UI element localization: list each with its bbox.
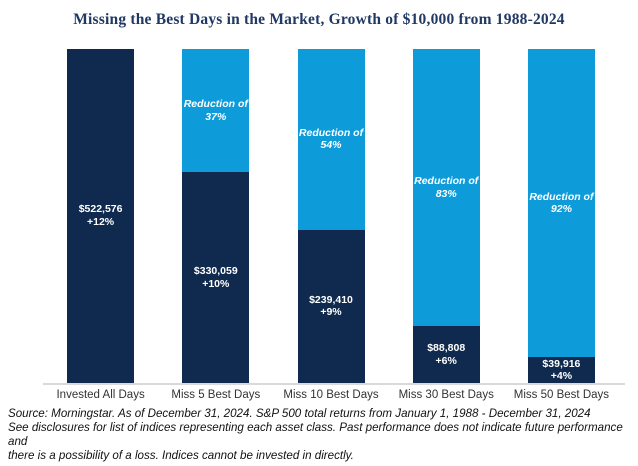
reduction-segment: Reduction of 54% (297, 49, 365, 230)
reduction-percent: 54% (320, 139, 342, 152)
x-axis-labels: Invested All Days Miss 5 Best Days Miss … (43, 389, 619, 401)
source-note-line-1: Source: Morningstar. As of December 31, … (8, 407, 591, 420)
value-segment: $239,410 +9% (297, 229, 365, 383)
reduction-percent: 37% (205, 110, 227, 123)
reduction-text: Reduction of (414, 175, 479, 188)
source-note-line-3: there is a possibility of a loss. Indice… (8, 449, 354, 462)
reduction-label: Reduction of 83% (414, 175, 478, 200)
reduction-segment: Reduction of 37% (182, 49, 250, 173)
bar-miss-10-best-days: Reduction of 54% $239,410 +9% (273, 49, 388, 383)
value-return: +12% (87, 216, 115, 228)
source-note: Source: Morningstar. As of December 31, … (8, 407, 634, 463)
reduction-segment: Reduction of 92% (527, 49, 595, 358)
x-axis-line (43, 383, 625, 385)
reduction-text: Reduction of (183, 97, 248, 110)
x-label-miss-30-best-days: Miss 30 Best Days (398, 389, 494, 401)
value-amount: $330,059 (193, 264, 238, 277)
bar-invested-all-days: $522,576 +12% (43, 49, 158, 383)
x-label-miss-5-best-days: Miss 5 Best Days (171, 389, 261, 401)
bar-miss-30-best-days: Reduction of 83% $88,808 +6% (389, 49, 504, 383)
reduction-text: Reduction of (529, 190, 594, 203)
reduction-segment: Reduction of 83% (412, 49, 480, 327)
value-label: $239,410 +9% (309, 294, 353, 319)
reduction-label: Reduction of 37% (184, 98, 248, 123)
value-label: $522,576 +12% (79, 203, 123, 228)
bar-column: $522,576 +12% (67, 49, 135, 383)
value-amount: $522,576 (78, 203, 123, 216)
value-return: +6% (435, 354, 457, 367)
x-label-miss-50-best-days: Miss 50 Best Days (513, 389, 610, 401)
value-return: +10% (202, 277, 230, 290)
reduction-label: Reduction of 54% (299, 127, 363, 152)
value-segment: $39,916 +4% (527, 357, 595, 383)
reduction-percent: 92% (550, 203, 572, 216)
value-segment: $330,059 +10% (182, 172, 250, 383)
x-label-invested-all-days: Invested All Days (56, 389, 145, 401)
value-return: +4% (550, 370, 573, 383)
value-label: $330,059 +10% (194, 265, 238, 290)
bar-miss-50-best-days: Reduction of 92% $39,916 +4% (504, 49, 619, 383)
value-segment: $522,576 +12% (67, 49, 135, 383)
value-amount: $39,916 (542, 357, 581, 370)
value-segment: $88,808 +6% (412, 326, 480, 383)
bar-column: Reduction of 54% $239,410 +9% (297, 49, 365, 383)
value-label: $39,916 +4% (542, 358, 580, 383)
reduction-text: Reduction of (298, 126, 364, 139)
reduction-label: Reduction of 92% (529, 191, 593, 216)
plot-area: $522,576 +12% Reduction of 37% $330,059 (43, 49, 619, 383)
value-label: $88,808 +6% (427, 342, 465, 367)
x-label-miss-10-best-days: Miss 10 Best Days (283, 389, 379, 401)
bar-column: Reduction of 92% $39,916 +4% (527, 49, 595, 383)
reduction-percent: 83% (435, 187, 457, 200)
bar-miss-5-best-days: Reduction of 37% $330,059 +10% (158, 49, 273, 383)
value-return: +9% (320, 306, 342, 319)
source-note-line-2: See disclosures for list of indices repr… (8, 421, 623, 448)
value-amount: $88,808 (427, 342, 466, 355)
bar-column: Reduction of 83% $88,808 +6% (412, 49, 480, 383)
bar-column: Reduction of 37% $330,059 +10% (182, 49, 250, 383)
value-amount: $239,410 (309, 293, 353, 306)
chart-title: Missing the Best Days in the Market, Gro… (73, 11, 565, 28)
